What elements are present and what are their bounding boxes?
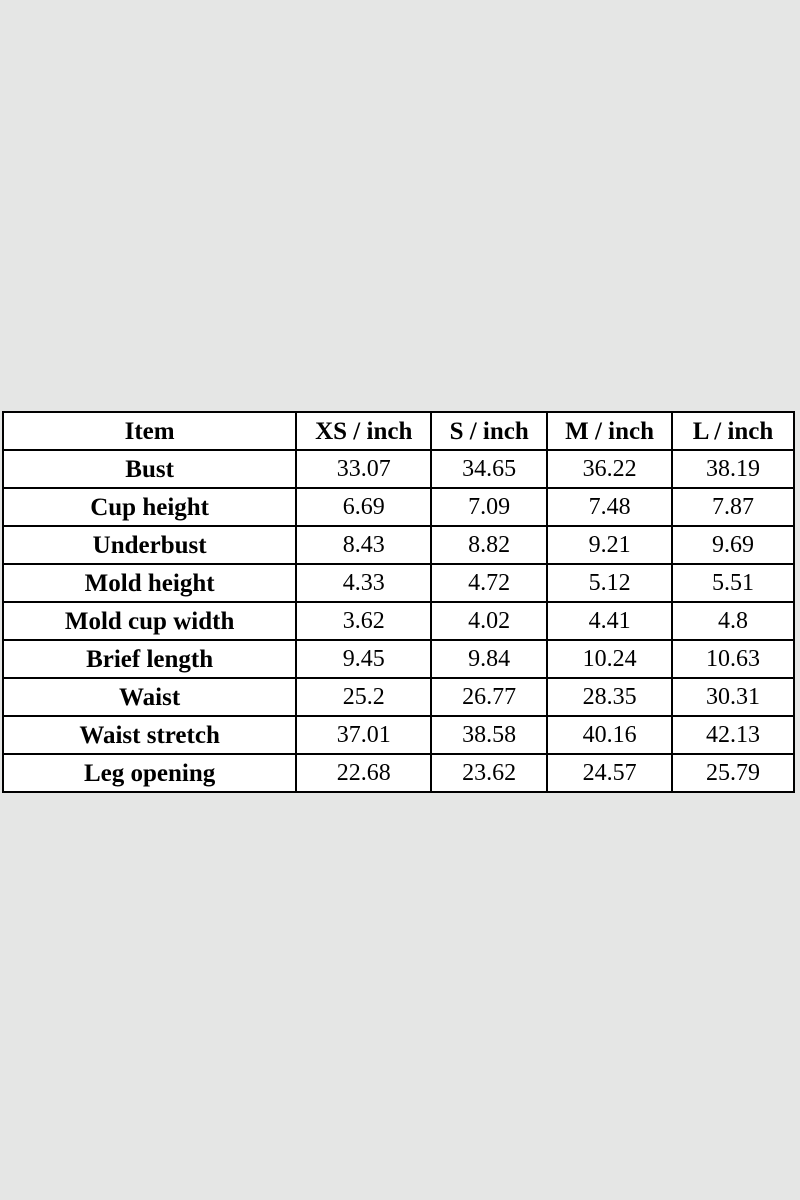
- header-row: Item XS / inch S / inch M / inch L / inc…: [1, 411, 795, 451]
- row-label: Brief length: [1, 639, 298, 679]
- cell-value: 38.19: [671, 449, 795, 489]
- cell-value: 34.65: [430, 449, 549, 489]
- cell-value: 10.63: [671, 639, 795, 679]
- row-label: Cup height: [1, 487, 298, 527]
- row-label: Underbust: [1, 525, 298, 565]
- cell-value: 26.77: [430, 677, 549, 717]
- row-label: Mold cup width: [1, 601, 298, 641]
- row-label: Waist stretch: [1, 715, 298, 755]
- size-chart-table: Item XS / inch S / inch M / inch L / inc…: [1, 411, 795, 793]
- cell-value: 10.24: [546, 639, 674, 679]
- cell-value: 7.87: [671, 487, 795, 527]
- cell-value: 4.41: [546, 601, 674, 641]
- cell-value: 38.58: [430, 715, 549, 755]
- cell-value: 25.2: [295, 677, 433, 717]
- cell-value: 9.21: [546, 525, 674, 565]
- cell-value: 6.69: [295, 487, 433, 527]
- cell-value: 42.13: [671, 715, 795, 755]
- cell-value: 37.01: [295, 715, 433, 755]
- column-header-s: S / inch: [430, 411, 549, 451]
- table-row: Mold height 4.33 4.72 5.12 5.51: [1, 563, 795, 603]
- table-row: Waist stretch 37.01 38.58 40.16 42.13: [1, 715, 795, 755]
- cell-value: 22.68: [295, 753, 433, 793]
- row-label: Waist: [1, 677, 298, 717]
- cell-value: 4.8: [671, 601, 795, 641]
- table-row: Cup height 6.69 7.09 7.48 7.87: [1, 487, 795, 527]
- column-header-item: Item: [1, 411, 298, 451]
- cell-value: 25.79: [671, 753, 795, 793]
- cell-value: 8.43: [295, 525, 433, 565]
- cell-value: 8.82: [430, 525, 549, 565]
- cell-value: 24.57: [546, 753, 674, 793]
- table-row: Bust 33.07 34.65 36.22 38.19: [1, 449, 795, 489]
- cell-value: 23.62: [430, 753, 549, 793]
- cell-value: 9.84: [430, 639, 549, 679]
- cell-value: 4.02: [430, 601, 549, 641]
- cell-value: 7.48: [546, 487, 674, 527]
- table-row: Brief length 9.45 9.84 10.24 10.63: [1, 639, 795, 679]
- cell-value: 33.07: [295, 449, 433, 489]
- table-row: Underbust 8.43 8.82 9.21 9.69: [1, 525, 795, 565]
- row-label: Bust: [1, 449, 298, 489]
- row-label: Mold height: [1, 563, 298, 603]
- cell-value: 28.35: [546, 677, 674, 717]
- cell-value: 5.12: [546, 563, 674, 603]
- cell-value: 4.33: [295, 563, 433, 603]
- row-label: Leg opening: [1, 753, 298, 793]
- cell-value: 30.31: [671, 677, 795, 717]
- cell-value: 4.72: [430, 563, 549, 603]
- cell-value: 9.69: [671, 525, 795, 565]
- cell-value: 9.45: [295, 639, 433, 679]
- column-header-l: L / inch: [671, 411, 795, 451]
- column-header-xs: XS / inch: [295, 411, 433, 451]
- cell-value: 3.62: [295, 601, 433, 641]
- table-row: Leg opening 22.68 23.62 24.57 25.79: [1, 753, 795, 793]
- cell-value: 5.51: [671, 563, 795, 603]
- cell-value: 7.09: [430, 487, 549, 527]
- cell-value: 36.22: [546, 449, 674, 489]
- table-row: Waist 25.2 26.77 28.35 30.31: [1, 677, 795, 717]
- column-header-m: M / inch: [546, 411, 674, 451]
- cell-value: 40.16: [546, 715, 674, 755]
- table-row: Mold cup width 3.62 4.02 4.41 4.8: [1, 601, 795, 641]
